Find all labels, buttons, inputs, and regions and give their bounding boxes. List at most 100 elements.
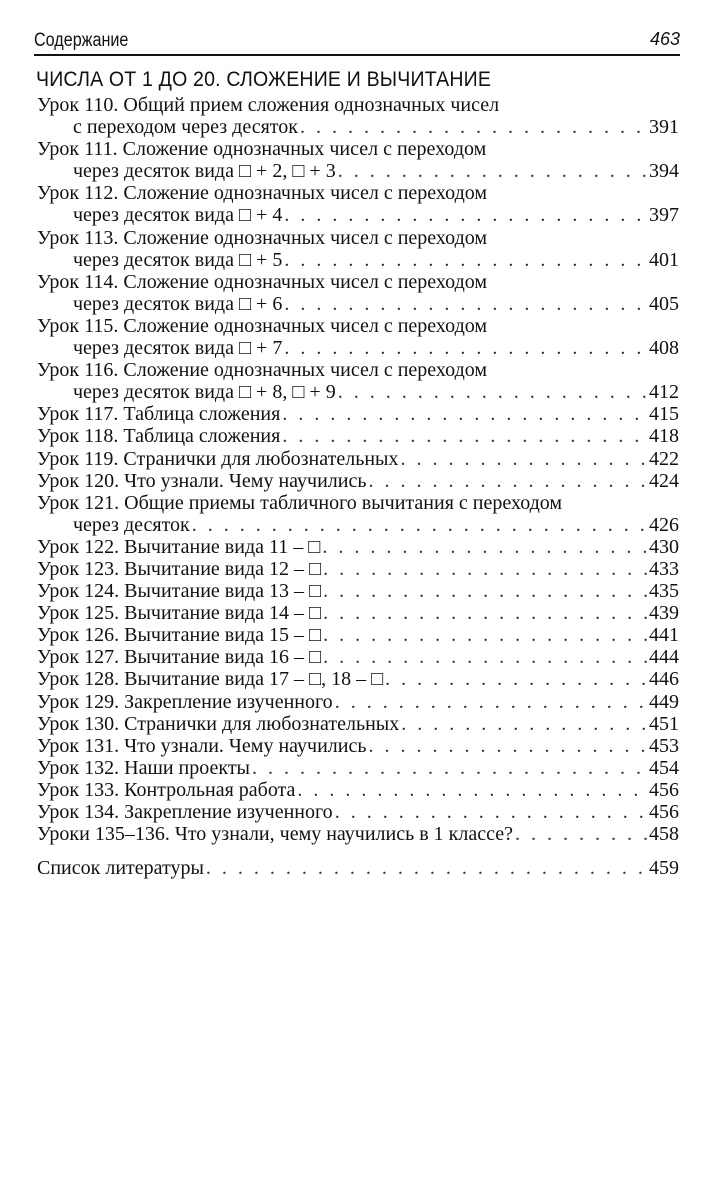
- entry-line: Урок 110. Общий прием сложения однозначн…: [37, 94, 500, 116]
- toc-entry: Урок 121. Общие приемы табличного вычита…: [37, 492, 679, 536]
- entry-line: через десяток вида □ + 6 405: [37, 293, 679, 315]
- entry-line: Урок 124. Вычитание вида 13 – □ 435: [37, 580, 679, 602]
- entry-title: Урок 120. Что узнали. Чему научились: [37, 469, 367, 492]
- entry-page: 394: [649, 160, 679, 183]
- entry-line: Урок 125. Вычитание вида 14 – □ 439: [37, 602, 679, 624]
- entry-title: через десяток вида □ + 4: [73, 204, 283, 227]
- leader-dots: [300, 116, 647, 138]
- entry-line: Урок 131. Что узнали. Чему научились 453: [37, 735, 679, 757]
- entry-line: Урок 133. Контрольная работа 456: [37, 779, 679, 801]
- entry-line: Урок 127. Вычитание вида 16 – □ 444: [37, 646, 679, 668]
- entry-line: Урок 126. Вычитание вида 15 – □ 441: [37, 624, 679, 646]
- toc-entry: Урок 127. Вычитание вида 16 – □ 444: [37, 646, 679, 668]
- leader-dots: [338, 160, 647, 182]
- entry-title: Урок 132. Наши проекты: [37, 756, 250, 779]
- entry-page: 408: [649, 337, 679, 360]
- entry-line: Урок 118. Таблица сложения 418: [37, 425, 679, 447]
- toc-entry-bibliography: Список литературы 459: [37, 857, 679, 879]
- entry-title: Уроки 135–136. Что узнали, чему научилис…: [37, 823, 514, 846]
- entry-page: 449: [649, 690, 679, 713]
- toc-entry: Урок 112. Сложение однозначных чисел с п…: [37, 182, 679, 226]
- entry-page: 451: [649, 712, 679, 735]
- toc-entry: Урок 110. Общий прием сложения однозначн…: [37, 94, 679, 138]
- entry-page: 456: [649, 801, 679, 823]
- toc-entry: Урок 133. Контрольная работа 456: [37, 779, 679, 801]
- toc-entry: Урок 129. Закрепление изученного 449: [37, 691, 679, 713]
- entry-line: Урок 111. Сложение однозначных чисел с п…: [37, 138, 487, 161]
- leader-dots: [338, 381, 647, 403]
- entry-title: Урок 134. Закрепление изученного: [37, 801, 333, 823]
- entry-page: 453: [649, 734, 679, 757]
- toc-entry: Урок 115. Сложение однозначных чисел с п…: [37, 315, 679, 359]
- leader-dots: [206, 857, 647, 879]
- toc-entry: Уроки 135–136. Что узнали, чему научилис…: [37, 823, 679, 845]
- entry-line: с переходом через десяток 391: [37, 116, 679, 138]
- toc-entry: Урок 126. Вычитание вида 15 – □ 441: [37, 624, 679, 646]
- entry-page: 422: [649, 447, 679, 470]
- leader-dots: [323, 580, 647, 602]
- toc-entry: Урок 125. Вычитание вида 14 – □ 439: [37, 602, 679, 624]
- toc-entry: Урок 113. Сложение однозначных чисел с п…: [37, 227, 679, 271]
- entry-line: Урок 113. Сложение однозначных чисел с п…: [37, 226, 488, 249]
- entry-line: через десяток 426: [37, 514, 679, 536]
- leader-dots: [297, 779, 647, 801]
- entry-title: Урок 131. Что узнали. Чему научились: [37, 734, 367, 757]
- leader-dots: [284, 293, 647, 315]
- page-number: 463: [649, 29, 680, 49]
- toc-entry: Урок 111. Сложение однозначных чисел с п…: [37, 138, 679, 182]
- leader-dots: [192, 514, 647, 536]
- entry-title: Урок 118. Таблица сложения: [37, 425, 281, 448]
- entry-line: Урок 114. Сложение однозначных чисел с п…: [37, 270, 488, 293]
- entry-page: 418: [649, 425, 679, 448]
- entry-title: через десяток вида □ + 5: [73, 248, 283, 271]
- leader-dots: [400, 448, 647, 470]
- entry-title: через десяток вида □ + 6: [73, 292, 283, 315]
- entry-title: через десяток вида □ + 2, □ + 3: [73, 160, 336, 183]
- leader-dots: [282, 425, 647, 447]
- leader-dots: [252, 757, 647, 779]
- entry-line: Урок 117. Таблица сложения 415: [37, 403, 679, 425]
- toc-entry: Урок 123. Вычитание вида 12 – □ 433: [37, 558, 679, 580]
- entry-title: с переходом через десяток: [73, 116, 298, 139]
- entry-page: 391: [649, 116, 679, 139]
- entry-page: 458: [649, 823, 679, 846]
- leader-dots: [515, 823, 647, 845]
- toc-entry: Урок 122. Вычитание вида 11 – □ 430: [37, 536, 679, 558]
- toc-entry: Урок 131. Что узнали. Чему научились 453: [37, 735, 679, 757]
- entry-line: Урок 119. Странички для любознательных 42…: [37, 448, 679, 470]
- entry-title: Урок 129. Закрепление изученного: [37, 690, 333, 713]
- entry-page: 412: [649, 381, 679, 404]
- entry-title: Урок 126. Вычитание вида 15 – □: [37, 624, 322, 647]
- running-head-title: Содержание: [34, 30, 129, 51]
- entry-page: 446: [649, 668, 679, 691]
- entry-page: 439: [649, 602, 679, 625]
- entry-line: Урок 112. Сложение однозначных чисел с п…: [37, 182, 488, 205]
- entry-page: 415: [649, 403, 679, 426]
- entry-title: через десяток вида □ + 7: [73, 337, 283, 360]
- entry-title: Список литературы: [37, 857, 204, 880]
- leader-dots: [323, 602, 647, 624]
- toc-entry: Урок 128. Вычитание вида 17 – □, 18 – □ 4…: [37, 668, 679, 690]
- leader-dots: [385, 668, 647, 690]
- toc-entry: Урок 119. Странички для любознательных 42…: [37, 448, 679, 470]
- leader-dots: [284, 204, 647, 226]
- entry-line: через десяток вида □ + 8, □ + 9 412: [37, 381, 679, 403]
- running-head: Содержание 463: [34, 28, 680, 56]
- entry-title: Урок 133. Контрольная работа: [37, 778, 296, 801]
- toc-entry: Урок 117. Таблица сложения 415: [37, 403, 679, 425]
- toc-entry: Урок 118. Таблица сложения 418: [37, 425, 679, 447]
- entry-title: Урок 127. Вычитание вида 16 – □: [37, 646, 322, 669]
- entry-line: Урок 115. Сложение однозначных чисел с п…: [37, 314, 488, 337]
- leader-dots: [323, 624, 647, 646]
- spacer: [37, 845, 679, 857]
- toc-entry: Урок 130. Странички для любознательных 45…: [37, 713, 679, 735]
- toc-entry: Урок 124. Вычитание вида 13 – □ 435: [37, 580, 679, 602]
- entry-line: Урок 123. Вычитание вида 12 – □ 433: [37, 558, 679, 580]
- entry-page: 459: [649, 857, 679, 880]
- toc-entry: Урок 120. Что узнали. Чему научились 424: [37, 470, 679, 492]
- leader-dots: [322, 536, 647, 558]
- entry-title: Урок 123. Вычитание вида 12 – □: [37, 557, 322, 580]
- entry-title: Урок 124. Вычитание вида 13 – □: [37, 580, 322, 603]
- leader-dots: [323, 646, 647, 668]
- entry-line: Урок 130. Странички для любознательных 45…: [37, 713, 679, 735]
